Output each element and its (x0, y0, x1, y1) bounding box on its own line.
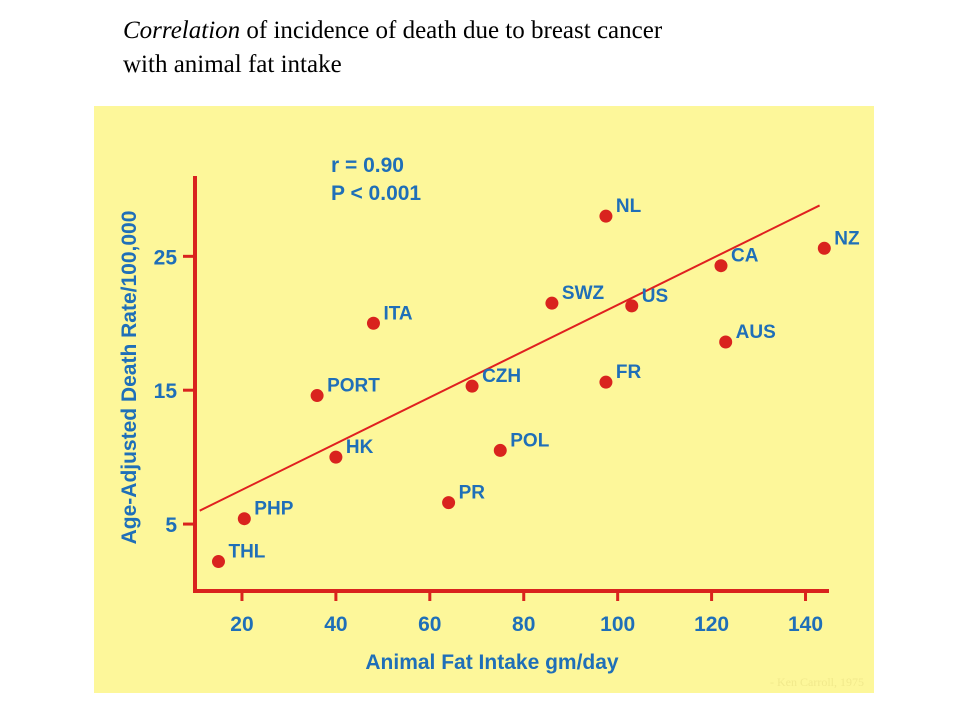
data-point (310, 389, 324, 403)
point-label: NZ (834, 228, 860, 249)
point-label: PHP (254, 499, 293, 520)
point-label: POL (510, 430, 549, 451)
x-tick-label: 60 (418, 613, 441, 636)
point-label: NL (616, 196, 642, 217)
y-tick-label: 15 (154, 380, 178, 403)
data-point (493, 443, 507, 457)
slide-title-italic: Correlation (123, 17, 241, 44)
point-label: US (642, 286, 668, 307)
x-tick-label: 140 (788, 613, 823, 636)
scatter-chart: 20 40 60 80 100 120 140 5 15 25 Animal Fat Intake … (118, 154, 864, 689)
data-point (329, 450, 343, 464)
slide-title: Correlation of incidence of death due to… (123, 14, 843, 82)
data-point (442, 496, 456, 510)
data-point (817, 241, 831, 255)
chart-panel: 20 40 60 80 100 120 140 5 15 25 Animal Fat Intake … (94, 106, 874, 693)
data-point (366, 316, 380, 330)
point-label: CZH (482, 366, 521, 387)
data-point (599, 375, 613, 389)
point-label: AUS (736, 322, 776, 343)
data-point (599, 209, 613, 223)
x-axis-label: Animal Fat Intake gm/day (365, 651, 619, 674)
y-tick-label: 5 (165, 514, 177, 537)
x-tick-label: 100 (600, 613, 635, 636)
data-point (719, 335, 733, 349)
regression-line (199, 204, 821, 512)
data-point (237, 512, 251, 526)
point-label: HK (346, 437, 374, 458)
x-tick-label: 80 (512, 613, 535, 636)
credit-text: - Ken Carroll, 1975 (770, 675, 864, 689)
point-label: CA (731, 246, 759, 267)
x-tick-label: 40 (324, 613, 347, 636)
y-tick-label: 25 (154, 246, 178, 269)
data-point (625, 299, 639, 313)
data-point (211, 555, 225, 569)
slide-title-line2: with animal fat intake (123, 51, 342, 78)
point-label: FR (616, 362, 642, 383)
data-point (545, 296, 559, 310)
point-label: PR (459, 483, 486, 504)
x-tick-label: 20 (230, 613, 253, 636)
point-label: SWZ (562, 283, 605, 304)
slide-title-text: of incidence of death due to breast canc… (240, 17, 663, 44)
point-label: PORT (327, 376, 380, 397)
data-point (714, 259, 728, 273)
y-axis-label: Age-Adjusted Death Rate/100,000 (118, 211, 141, 545)
point-label: ITA (383, 303, 412, 324)
x-tick-label: 120 (694, 613, 729, 636)
data-point (465, 379, 479, 393)
point-label: THL (228, 542, 265, 563)
stat-text: r = 0.90 (331, 154, 404, 177)
stat-text: P < 0.001 (331, 182, 421, 205)
